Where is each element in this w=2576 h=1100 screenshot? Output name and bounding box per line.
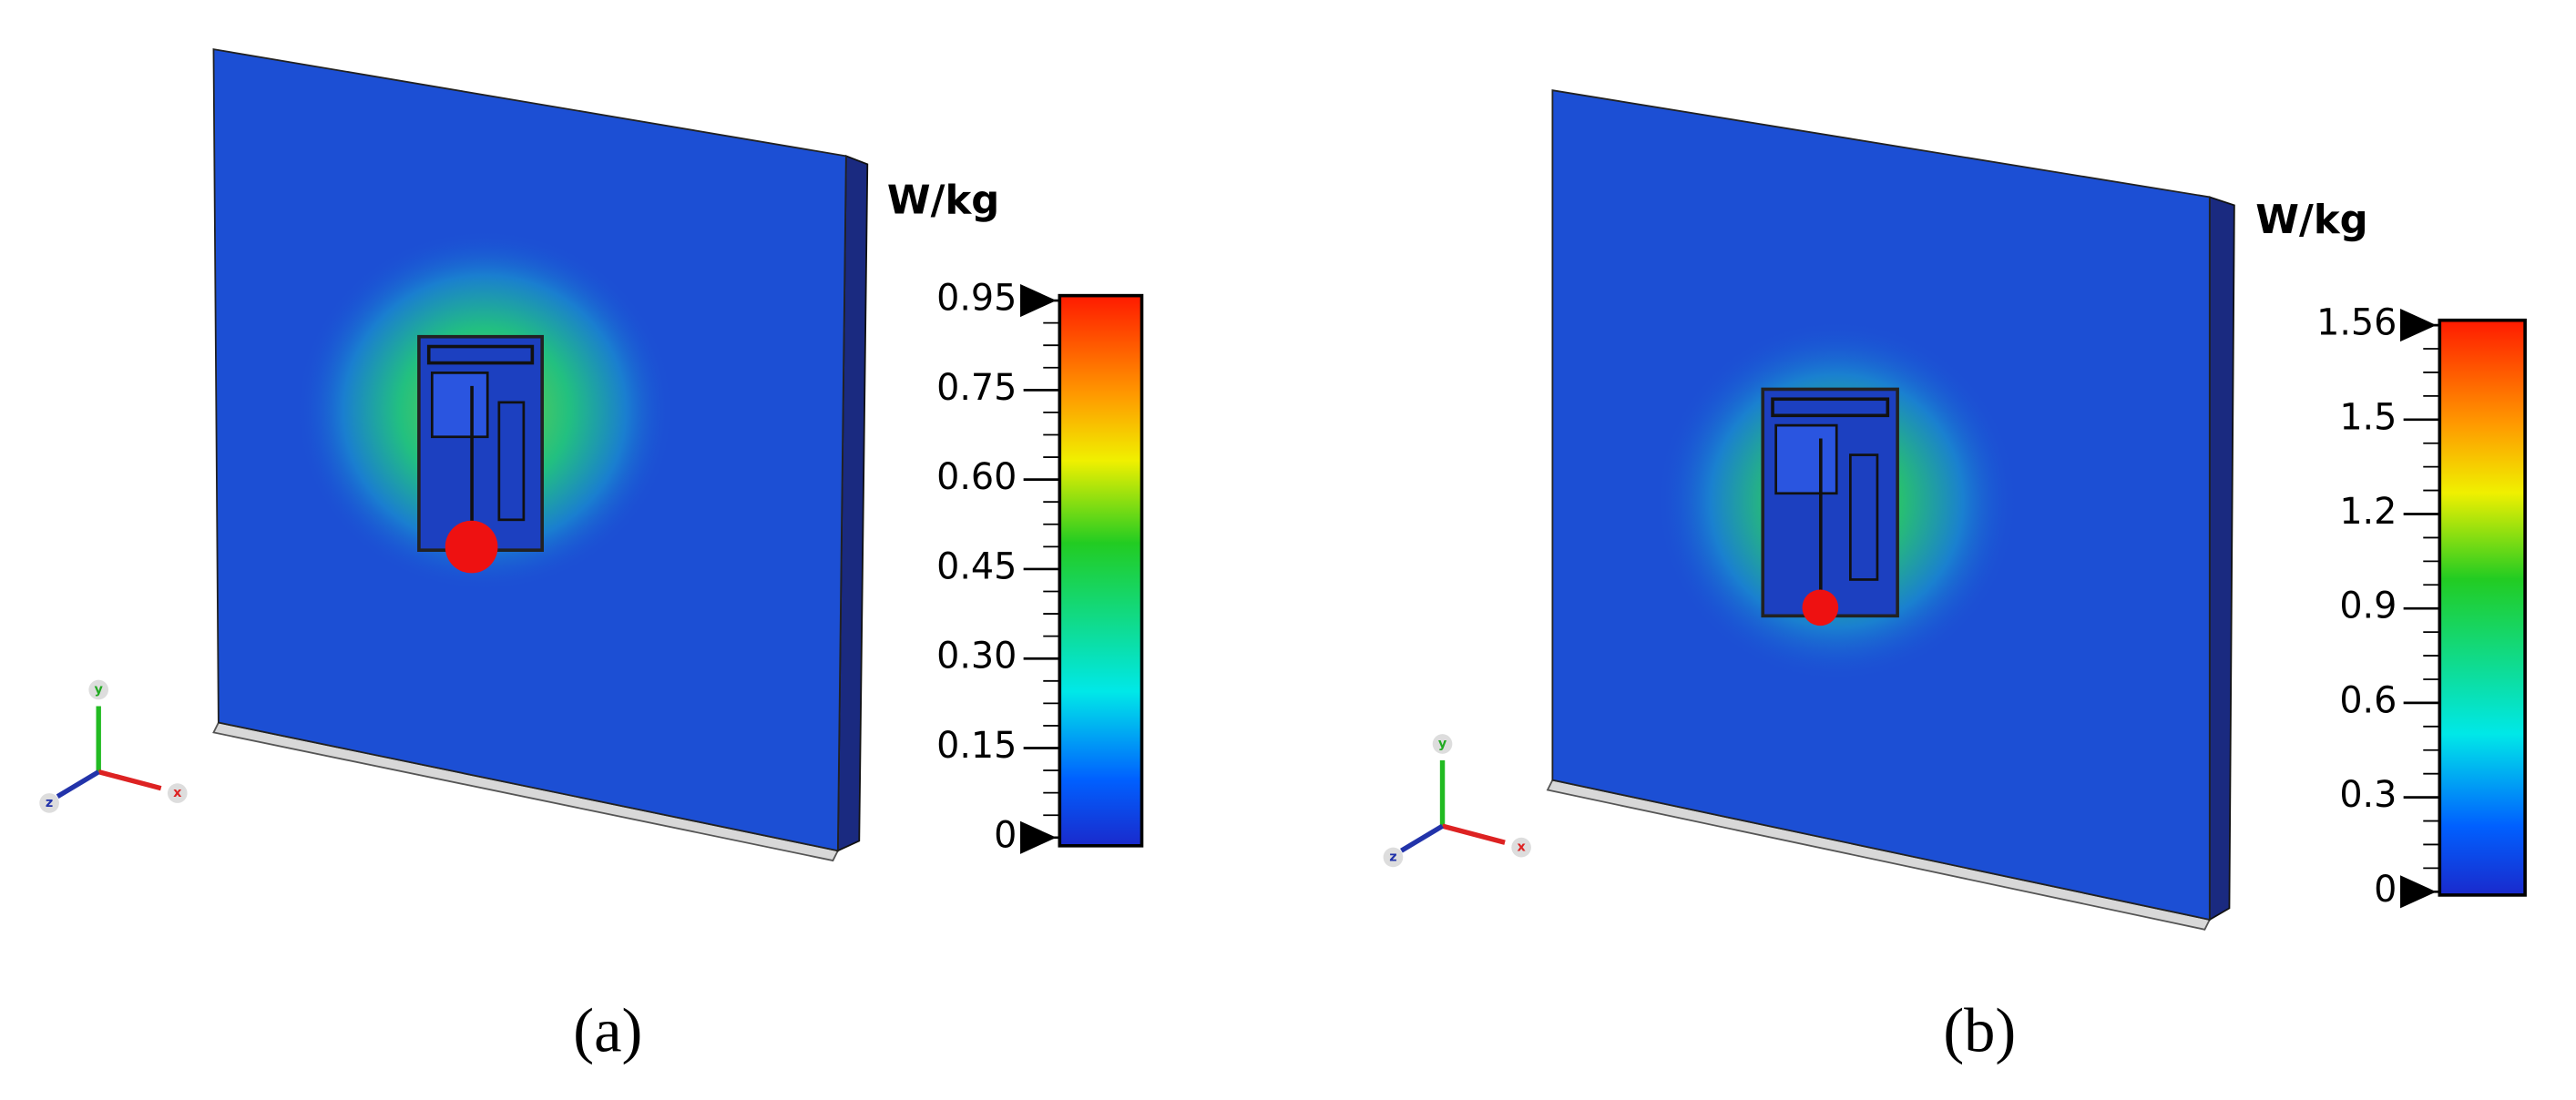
tick-label: 0 xyxy=(2374,869,2397,911)
antenna-arm xyxy=(497,401,526,522)
axis-badge xyxy=(1383,847,1404,868)
axis-z xyxy=(56,769,100,800)
panel: y x z W/kg 0.95 0.75 0.60 0.45 0.30 0.15 0 (a) xyxy=(39,48,1144,1064)
unit-label: W/kg xyxy=(2255,198,2367,243)
tick-label: 1.56 xyxy=(2316,302,2397,344)
tick-label: 0 xyxy=(994,814,1017,856)
caption: (b) xyxy=(1943,995,2016,1064)
axis-x xyxy=(97,769,162,791)
tick-label: 0.3 xyxy=(2339,774,2397,816)
axis-badge xyxy=(1511,837,1531,858)
panel: y x z W/kg 1.56 1.5 1.2 0.9 0.6 0.3 0 (b) xyxy=(1383,89,2527,1064)
axis-x xyxy=(1441,823,1506,845)
axis-label: y xyxy=(95,682,104,697)
range-arrow xyxy=(2400,309,2437,342)
tick-label: 1.5 xyxy=(2339,396,2397,438)
axis-z xyxy=(1400,823,1444,853)
feed-port xyxy=(1802,589,1839,626)
tick-label: 0.9 xyxy=(2339,586,2397,627)
caption: (a) xyxy=(573,995,642,1064)
tick-label: 1.2 xyxy=(2339,491,2397,533)
range-arrow xyxy=(2400,875,2437,909)
feed-port xyxy=(445,520,498,574)
antenna-patch xyxy=(430,372,489,439)
axis-label: z xyxy=(1389,850,1396,864)
colorbar xyxy=(1058,293,1144,848)
colorbar xyxy=(2438,318,2527,897)
tick-label: 0.60 xyxy=(936,456,1017,498)
antenna-stub xyxy=(426,344,535,365)
axis-label: x xyxy=(173,786,182,800)
range-arrow xyxy=(1020,284,1057,318)
antenna-stub xyxy=(1771,397,1890,418)
unit-label: W/kg xyxy=(887,178,999,223)
axis-badge xyxy=(1432,734,1453,754)
antenna-patch xyxy=(1774,423,1838,495)
tick-label: 0.30 xyxy=(936,636,1017,677)
axis-badge xyxy=(88,679,109,700)
tick-label: 0.75 xyxy=(936,367,1017,409)
axis-label: x xyxy=(1517,840,1526,855)
axis-badge xyxy=(39,793,59,813)
axis-label: y xyxy=(1438,737,1447,751)
tick-label: 0.6 xyxy=(2339,679,2397,721)
tick-label: 0.95 xyxy=(936,278,1017,320)
slab-side xyxy=(2208,196,2235,922)
antenna-arm xyxy=(1849,453,1879,581)
axis-badge xyxy=(167,783,188,803)
range-arrow xyxy=(1020,820,1057,854)
tick-label: 0.45 xyxy=(936,545,1017,587)
tick-label: 0.15 xyxy=(936,725,1017,767)
axis-label: z xyxy=(46,796,53,810)
